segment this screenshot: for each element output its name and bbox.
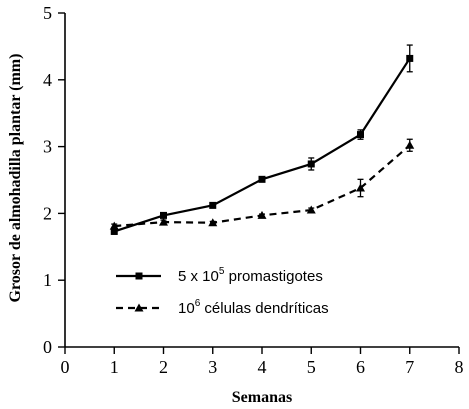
x-tick-label: 3: [208, 357, 217, 377]
x-axis-title: Semanas: [232, 389, 292, 406]
series-line: [113, 57, 411, 233]
y-axis-title: Grosor de almohadilla plantar (mm): [7, 54, 24, 303]
data-point-square: [406, 54, 414, 62]
legend-label-base: 5 x 10: [178, 268, 219, 285]
x-tick-label: 7: [405, 357, 414, 377]
y-tick-label: 1: [43, 270, 52, 290]
legend-entry-2: 106 células dendríticas: [116, 298, 329, 317]
data-point-square: [160, 211, 167, 219]
data-point-square: [110, 227, 118, 235]
legend-marker-triangle: [134, 303, 144, 312]
data-point-square: [307, 160, 315, 168]
x-tick-label: 6: [356, 357, 365, 377]
x-tick-label: 5: [307, 357, 316, 377]
series-2: [109, 138, 415, 230]
data-point-triangle: [306, 205, 316, 214]
y-tick-label: 0: [43, 337, 52, 357]
data-point-triangle: [257, 210, 267, 219]
legend-label: 106 células dendríticas: [178, 298, 329, 317]
data-point-square: [357, 131, 364, 139]
legend-label-superscript: 6: [195, 298, 201, 309]
y-tick-label: 3: [43, 137, 52, 157]
x-tick-label: 1: [110, 357, 119, 377]
legend-label: 5 x 105 promastigotes: [178, 266, 323, 285]
y-tick-label: 5: [43, 3, 52, 23]
data-point-triangle: [405, 140, 415, 149]
x-tick-label: 8: [455, 357, 464, 377]
legend-label-tail: células dendríticas: [200, 300, 328, 317]
y-tick-label: 2: [43, 203, 52, 223]
legend-entry-1: 5 x 105 promastigotes: [116, 266, 323, 285]
axes: 0 1 2 3 4 5 6 7 8 0 1 2 3 4 5: [43, 3, 464, 377]
data-point-square: [209, 201, 217, 209]
series-1: [110, 44, 414, 235]
y-tick-label: 4: [43, 70, 52, 90]
x-tick-label: 4: [258, 357, 267, 377]
x-tick-label: 0: [61, 357, 70, 377]
legend-label-superscript: 5: [219, 266, 225, 277]
legend-label-base: 10: [178, 300, 195, 317]
legend-marker-square: [135, 272, 143, 280]
legend: 5 x 105 promastigotes 106 células dendrít…: [116, 266, 329, 317]
x-tick-label: 2: [159, 357, 168, 377]
series-group: [109, 44, 415, 235]
data-point-square: [258, 175, 266, 183]
data-point-triangle: [109, 221, 119, 230]
data-point-triangle: [159, 217, 168, 226]
data-point-triangle: [208, 218, 218, 227]
legend-label-tail: promastigotes: [224, 268, 322, 285]
data-point-triangle: [356, 183, 365, 192]
